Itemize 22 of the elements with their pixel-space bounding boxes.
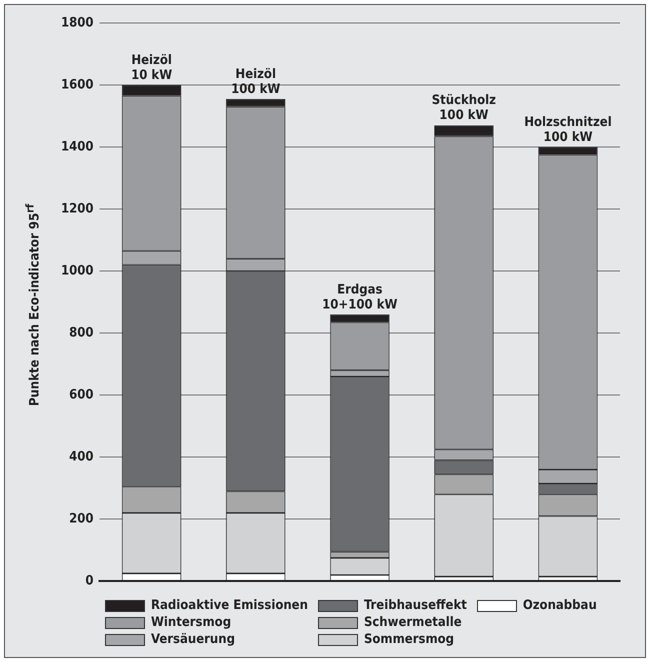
x-tick-label: Stückholz 100 kW bbox=[432, 93, 496, 124]
legend-label: Schwermetalle bbox=[364, 615, 462, 630]
legend-label: Sommersmog bbox=[364, 632, 454, 647]
x-tick-label: Erdgas 10+100 kW bbox=[322, 282, 398, 312]
x-tick-label: Heizöl 10 kW bbox=[131, 52, 172, 83]
x-tick-label: Heizöl 100 kW bbox=[231, 66, 280, 97]
y-tick-label: 200 bbox=[69, 512, 94, 527]
legend-label: Treibhauseffekt bbox=[364, 598, 467, 613]
legend-label: Ozonabbau bbox=[522, 598, 597, 613]
y-tick-label: 1800 bbox=[60, 15, 94, 30]
y-tick-label: 400 bbox=[69, 450, 94, 465]
y-tick-label: 1400 bbox=[60, 139, 94, 154]
y-tick-label: 0 bbox=[85, 574, 94, 589]
legend-label: Radioaktive Emissionen bbox=[151, 598, 308, 613]
y-tick-label: 1200 bbox=[60, 201, 94, 216]
x-tick-label: Holzschnitzel 100 kW bbox=[524, 114, 612, 145]
legend-label: Wintersmog bbox=[151, 615, 232, 630]
y-tick-label: 800 bbox=[69, 325, 94, 340]
y-tick-label: 1600 bbox=[60, 77, 94, 92]
legend-label: Versäuerung bbox=[151, 632, 235, 647]
y-tick-label: 600 bbox=[69, 388, 94, 403]
y-tick-label: 1000 bbox=[60, 263, 94, 278]
